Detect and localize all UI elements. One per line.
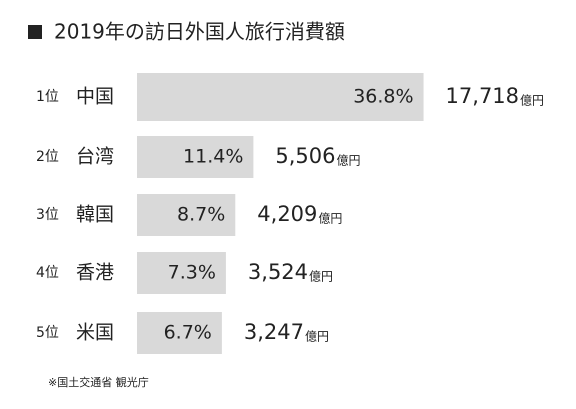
amount-unit: 億円 (337, 154, 361, 168)
chart-title: 2019年の訪日外国人旅行消費額 (54, 20, 345, 44)
rank-label: 2位 (36, 149, 59, 165)
bar (137, 194, 236, 236)
amount-label: 5,506 (275, 144, 335, 168)
rank-label: 3位 (36, 207, 59, 223)
value-label: 36.8% (353, 86, 413, 108)
amount-unit: 億円 (305, 330, 329, 344)
amount-label: 4,209 (257, 202, 317, 226)
category-label: 香港 (76, 262, 114, 284)
amount-unit: 億円 (318, 212, 342, 226)
category-label: 米国 (76, 322, 114, 344)
category-label: 韓国 (76, 204, 114, 226)
amount-unit: 億円 (309, 270, 333, 284)
value-label: 6.7% (164, 322, 212, 344)
category-label: 台湾 (76, 146, 114, 168)
amount-label: 3,524 (248, 260, 308, 284)
value-label: 8.7% (177, 204, 225, 226)
bar (137, 312, 222, 354)
rank-label: 1位 (36, 89, 59, 105)
amount-unit: 億円 (520, 94, 544, 108)
source-note: ※国土交通省 観光庁 (48, 375, 149, 389)
category-label: 中国 (76, 86, 114, 108)
bar (137, 73, 424, 121)
rank-label: 4位 (36, 265, 59, 281)
bar (137, 136, 254, 178)
amount-label: 17,718 (446, 84, 519, 108)
bar (137, 252, 226, 294)
value-label: 11.4% (183, 146, 243, 168)
title-marker (28, 25, 42, 39)
rank-label: 5位 (36, 325, 59, 341)
value-label: 7.3% (168, 262, 216, 284)
amount-label: 3,247 (244, 320, 304, 344)
